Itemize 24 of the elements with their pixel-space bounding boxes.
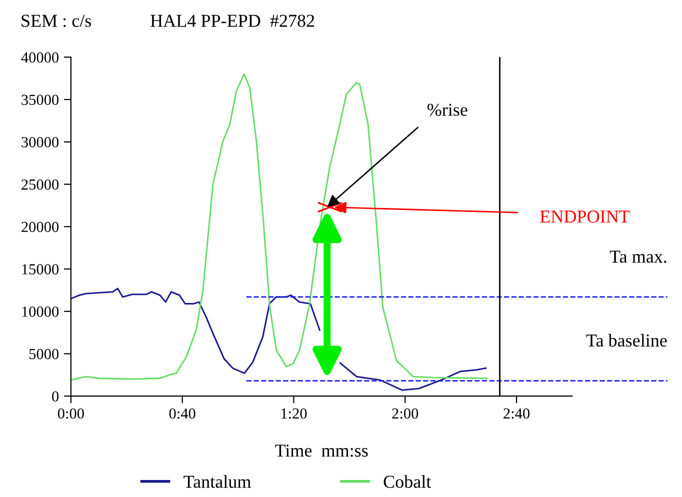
ref-line-label: Ta max.	[610, 250, 666, 263]
x-tick-label: 0:00	[58, 408, 84, 419]
y-tick-label: 0	[52, 391, 59, 402]
ref-line-label: Ta baseline	[586, 334, 667, 347]
y-tick-label: 10000	[22, 306, 59, 317]
x-tick-label: 2:00	[392, 408, 418, 419]
line-series	[70, 73, 488, 381]
x-tick-label: 1:20	[281, 408, 307, 419]
legend-label: Cobalt	[384, 475, 432, 488]
chart-title: HAL4 PP-EPD #2782	[150, 14, 314, 27]
annotation: %rise	[427, 104, 468, 116]
y-tick-label: 25000	[22, 179, 59, 190]
y-tick-label: 5000	[29, 348, 59, 360]
y-axis-title: SEM : c/s	[22, 14, 92, 27]
x-axis-title: Time mm:ss	[275, 444, 368, 457]
y-tick-label: 35000	[22, 94, 59, 105]
legend-label: Tantalum	[184, 475, 251, 488]
y-tick-label: 15000	[22, 264, 59, 274]
y-tick-label: 20000	[22, 222, 59, 232]
x-tick-label: 0:40	[169, 408, 196, 419]
annotation: ENDPOINT	[540, 210, 630, 223]
x-tick-label: 2:40	[504, 408, 530, 419]
y-tick-label: 30000	[22, 137, 59, 148]
y-tick-label: 40000	[21, 52, 59, 63]
